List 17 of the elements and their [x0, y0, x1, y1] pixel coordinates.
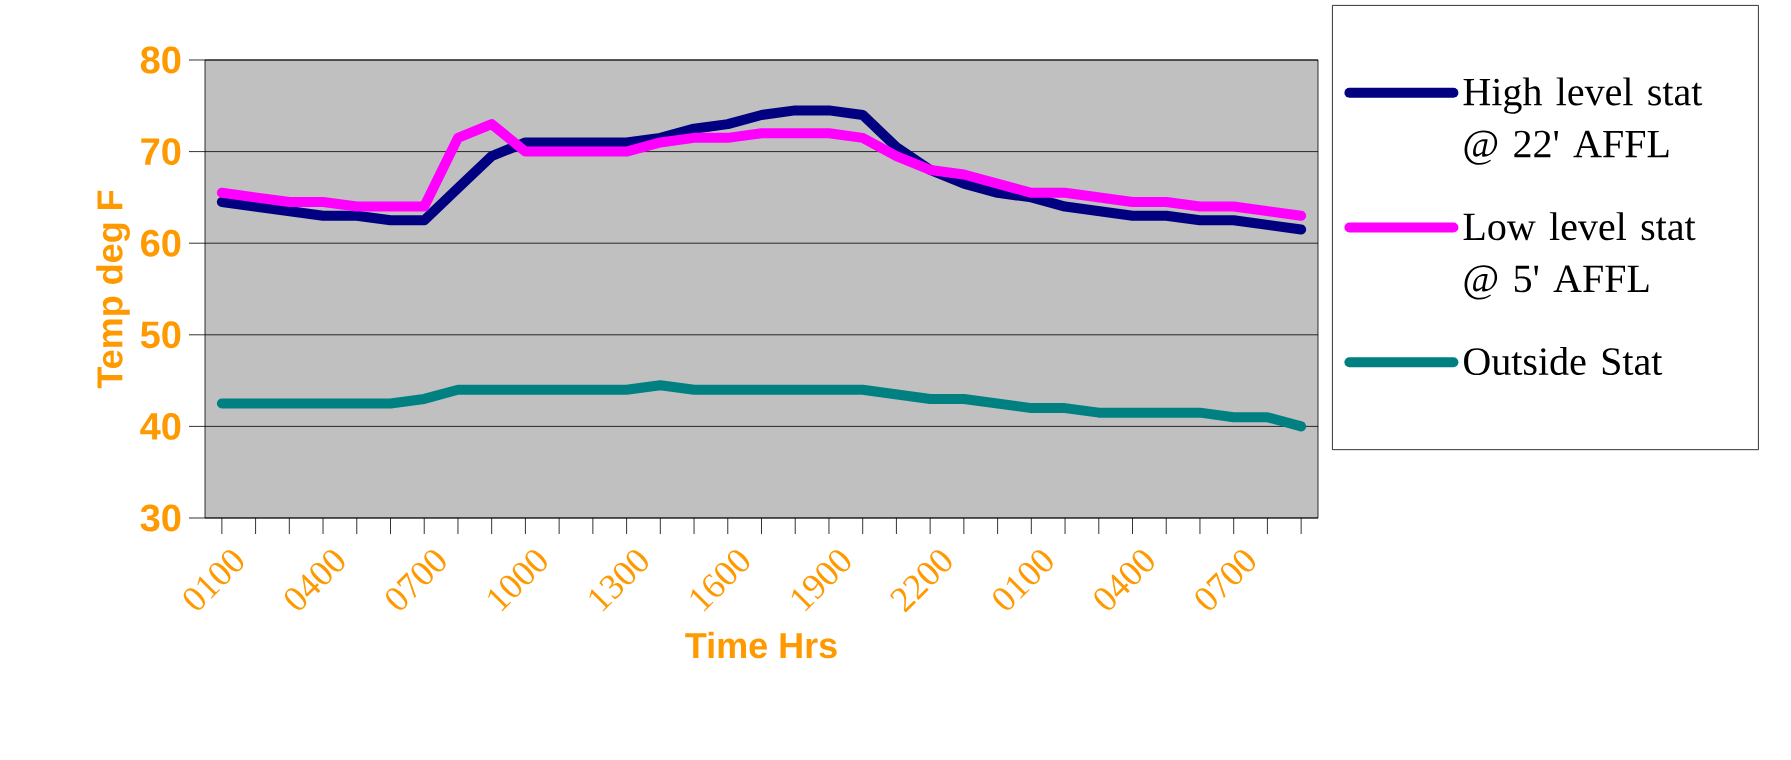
x-tick-label: 0100	[183, 550, 244, 610]
x-axis-title: Time Hrs	[685, 631, 837, 659]
x-tick-label: 0700	[386, 550, 446, 610]
y-tick-label: 30	[140, 504, 181, 532]
x-tick-label: 0100	[993, 550, 1053, 610]
y-tick-label: 70	[141, 138, 181, 166]
legend-label: High level stat @ 22' AFFL	[1463, 77, 1703, 165]
y-axis-title: Temp deg F	[96, 190, 130, 389]
x-tick-label: 0700	[1195, 550, 1256, 610]
y-tick-label: 50	[140, 321, 181, 349]
legend-label: Outside Stat	[1464, 346, 1663, 376]
y-tick-label: 40	[140, 412, 181, 440]
y-tick-label: 60	[141, 229, 181, 257]
y-tick-label: 80	[140, 46, 181, 74]
legend-label: Low level stat @ 5' AFFL	[1463, 212, 1696, 300]
x-tick-label: 0400	[1094, 550, 1154, 610]
x-tick-label: 0400	[284, 550, 345, 610]
